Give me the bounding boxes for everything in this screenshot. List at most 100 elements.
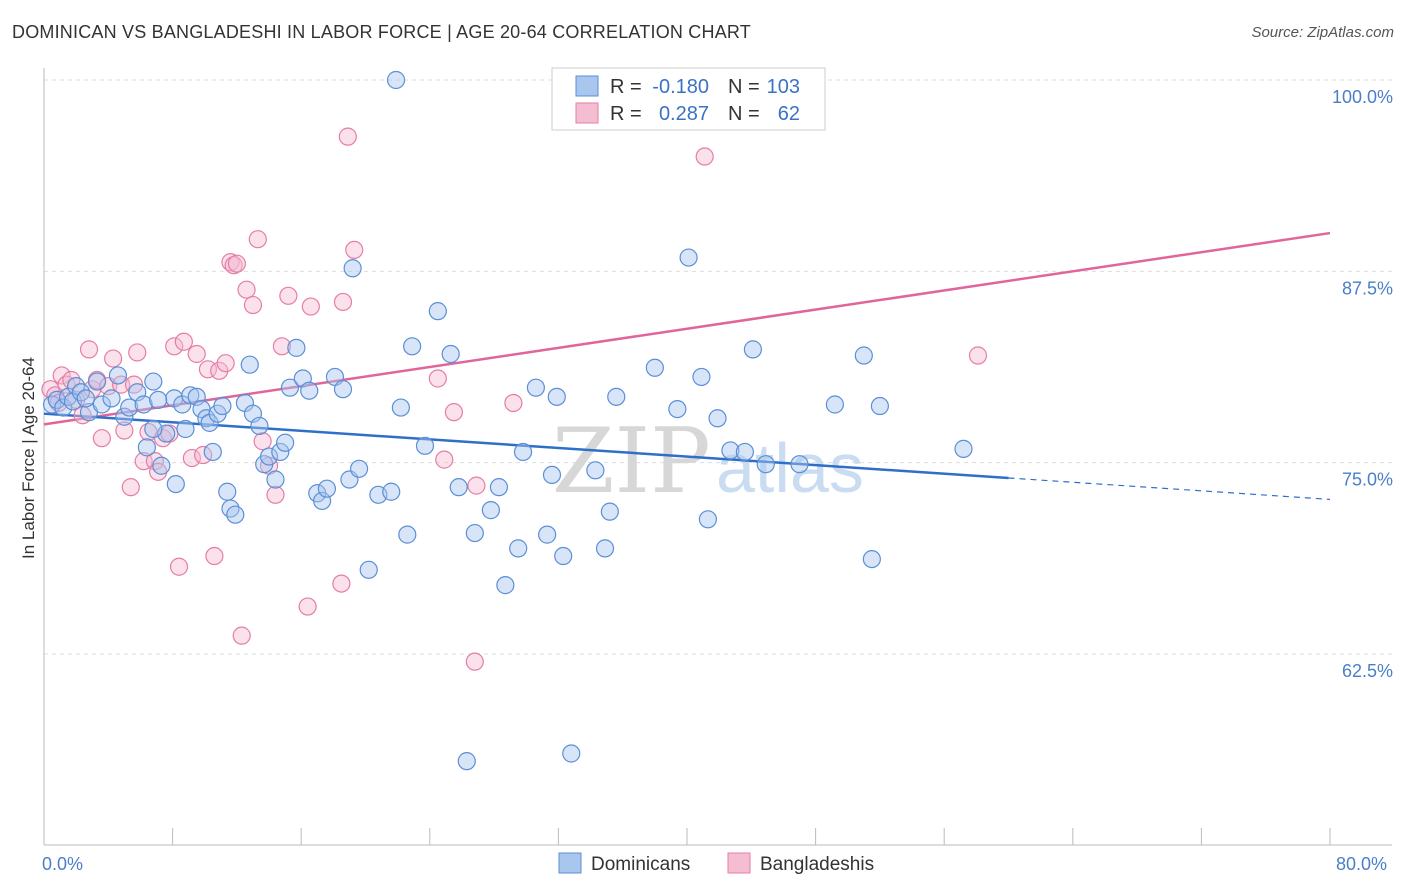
y-tick-label-0: 62.5% bbox=[1342, 661, 1393, 681]
dominican-point bbox=[743, 340, 763, 359]
bangladeshi-point bbox=[266, 485, 285, 504]
bangladeshis-legend-swatch bbox=[727, 852, 751, 874]
y-tick-label-3: 100.0% bbox=[1332, 87, 1393, 107]
legend-n-label-2: N = bbox=[728, 103, 760, 125]
x-tick-marks bbox=[43, 828, 1331, 845]
dominican-point bbox=[71, 383, 91, 402]
x-tick-label-min: 0.0% bbox=[42, 854, 83, 874]
dominican-point bbox=[259, 447, 279, 466]
axes bbox=[43, 68, 1392, 846]
dominican-point bbox=[149, 390, 168, 410]
watermark-atlas: atlas bbox=[716, 429, 864, 507]
dominican-point bbox=[181, 386, 200, 405]
bangladeshi-point bbox=[298, 597, 317, 616]
dominican-point bbox=[343, 259, 362, 278]
dominican-point bbox=[300, 381, 319, 400]
dominican-point bbox=[509, 539, 528, 558]
bangladeshi-point bbox=[216, 354, 235, 373]
dominican-point bbox=[287, 338, 306, 357]
bangladeshi-point bbox=[205, 546, 224, 566]
x-tick-label-max: 80.0% bbox=[1336, 854, 1387, 874]
bangladeshi-point bbox=[174, 332, 193, 351]
dominicans-legend-swatch bbox=[558, 852, 582, 874]
bangladeshi-trend-line bbox=[43, 231, 1331, 426]
chart-title: DOMINICAN VS BANGLADESHI IN LABOR FORCE … bbox=[12, 22, 751, 42]
bangladeshi-point bbox=[444, 403, 464, 422]
dominican-point bbox=[276, 433, 295, 452]
bangladeshi-point bbox=[121, 478, 140, 497]
legend-r-value-1: -0.180 bbox=[652, 76, 709, 98]
stats-legend: R = -0.180 N = 103 R = 0.287 N = 62 bbox=[551, 67, 826, 131]
watermark-zip: ZIP bbox=[552, 409, 711, 514]
dominican-point bbox=[600, 502, 619, 521]
dominican-point bbox=[862, 549, 881, 569]
dominican-point bbox=[271, 442, 290, 462]
dominican-point bbox=[679, 248, 698, 267]
dominican-point bbox=[144, 372, 163, 391]
dominican-point bbox=[790, 455, 809, 474]
bangladeshi-point bbox=[968, 346, 988, 365]
legend-r-value-2: 0.287 bbox=[659, 103, 709, 125]
bangladeshi-point bbox=[169, 557, 189, 576]
dominican-point bbox=[166, 474, 185, 494]
dominican-trend-extension bbox=[1008, 477, 1331, 501]
bangladeshi-point bbox=[92, 429, 111, 448]
dominican-point bbox=[115, 407, 134, 426]
bangladeshi-point bbox=[128, 343, 147, 362]
bangladeshi-point bbox=[237, 280, 256, 299]
dominican-point bbox=[698, 510, 717, 529]
dominican-point bbox=[108, 366, 128, 385]
dominican-point bbox=[359, 560, 378, 579]
dominican-point bbox=[756, 455, 775, 474]
dominican-point bbox=[668, 399, 687, 419]
legend-r-label-2: R = bbox=[610, 103, 642, 125]
bangladeshi-point bbox=[243, 295, 263, 315]
y-axis-label: In Labor Force | Age 20-64 bbox=[19, 357, 38, 559]
dominican-point bbox=[76, 389, 95, 408]
dominican-point bbox=[415, 436, 435, 455]
dominican-point bbox=[144, 419, 163, 439]
dominican-point bbox=[449, 478, 468, 497]
bangladeshi-point bbox=[695, 147, 714, 166]
dominicans-legend-label: Dominicans bbox=[591, 854, 690, 875]
bangladeshi-point bbox=[165, 337, 184, 356]
dominican-point bbox=[349, 459, 369, 478]
dominican-point bbox=[398, 525, 417, 544]
dominican-point bbox=[102, 389, 121, 408]
bangladeshi-point bbox=[338, 127, 357, 146]
dominican-point bbox=[120, 398, 139, 417]
dominican-trend-line bbox=[43, 412, 1009, 480]
chart-source: Source: ZipAtlas.com bbox=[1251, 24, 1394, 41]
dominican-point bbox=[54, 398, 73, 417]
dominican-point bbox=[134, 395, 153, 414]
dominican-point bbox=[465, 523, 484, 543]
dominican-point bbox=[218, 482, 237, 501]
bangladeshi-swatch bbox=[575, 102, 599, 124]
bangladeshi-point bbox=[104, 349, 123, 368]
dominican-point bbox=[221, 499, 240, 518]
dominican-point bbox=[333, 380, 353, 399]
dominican-point bbox=[854, 346, 873, 365]
dominican-point bbox=[152, 456, 171, 475]
bangladeshi-point bbox=[428, 369, 447, 388]
legend-r-label-1: R = bbox=[610, 76, 642, 98]
y-tick-label-2: 87.5% bbox=[1342, 278, 1393, 298]
dominican-point bbox=[382, 482, 401, 501]
dominican-point bbox=[692, 367, 711, 387]
bangladeshi-point bbox=[232, 626, 251, 645]
dominican-point bbox=[496, 576, 515, 595]
dominican-point bbox=[538, 525, 557, 544]
bangladeshi-point bbox=[145, 452, 165, 471]
dominican-point bbox=[513, 442, 533, 462]
dominican-point bbox=[542, 465, 562, 485]
bangladeshi-point bbox=[272, 337, 292, 356]
y-tick-label-1: 75.0% bbox=[1342, 470, 1393, 490]
dominican-point bbox=[554, 546, 573, 566]
dominican-point bbox=[441, 344, 460, 364]
bangladeshi-point bbox=[182, 448, 201, 468]
dominican-point bbox=[87, 372, 107, 391]
bangladeshi-point bbox=[221, 253, 240, 272]
dominican-point bbox=[250, 416, 269, 436]
dominican-point bbox=[386, 70, 406, 90]
